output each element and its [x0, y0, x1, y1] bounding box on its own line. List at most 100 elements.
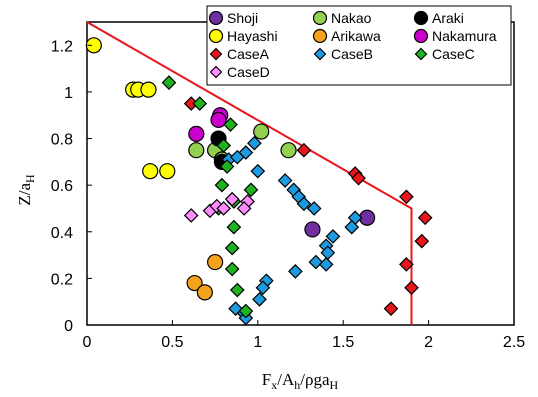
- point-casea-6: [417, 210, 433, 226]
- legend-marker: [209, 47, 223, 61]
- point-caseb-20: [255, 280, 271, 296]
- y-tick-label: 0.4: [51, 225, 73, 242]
- series-shoji: [304, 209, 376, 238]
- point-caseb-6: [277, 173, 293, 188]
- series-arikawa: [186, 253, 224, 301]
- legend-items: Shoji Nakao Araki Hayashi Arikawa Nakamura Cas…: [208, 10, 497, 80]
- point-caseb-5: [250, 163, 266, 179]
- point-casec-2: [192, 96, 208, 111]
- legend-label: Nakamura: [432, 28, 497, 44]
- point-cased-7: [236, 201, 252, 216]
- legend-label: Araki: [432, 10, 464, 26]
- x-tick-label: 1.5: [332, 334, 354, 351]
- legend-label: Hayashi: [227, 28, 278, 44]
- legend-item-arikawa: Arikawa: [312, 28, 381, 44]
- point-casea-9: [404, 280, 419, 296]
- point-hayashi-1: [85, 37, 102, 54]
- point-casec-13: [229, 282, 245, 298]
- legend-item-hayashi: Hayashi: [208, 28, 278, 44]
- point-casec-12: [224, 261, 240, 277]
- legend-label: Nakao: [331, 10, 372, 26]
- x-tick-label: 2: [424, 334, 433, 351]
- legend-label: Arikawa: [331, 28, 381, 44]
- point-casea-10: [383, 301, 399, 317]
- y-tick-label: 0.2: [51, 271, 73, 288]
- y-axis-label-main: Z/a: [15, 183, 34, 206]
- point-nakao-1: [253, 123, 270, 140]
- point-arikawa-1: [186, 274, 203, 292]
- series-caseb: [221, 135, 363, 326]
- y-tick-label: 0.6: [51, 178, 73, 195]
- legend-item-nakamura: Nakamura: [413, 28, 497, 44]
- legend-label: CaseC: [432, 46, 475, 62]
- legend: Shoji Nakao Araki Hayashi Arikawa Nakamura Cas…: [206, 5, 512, 86]
- point-hayashi-4: [140, 81, 157, 98]
- point-casec-5: [219, 159, 235, 174]
- legend-marker: [312, 28, 328, 44]
- point-casec-3: [223, 117, 238, 132]
- legend-item-araki: Araki: [413, 10, 464, 26]
- point-caseb-16: [308, 254, 324, 270]
- y-tick-label: 1: [64, 85, 73, 102]
- x-axis-label-sub-H: H: [330, 378, 339, 392]
- x-axis-label: Fx/Ah/ρgaH: [262, 370, 339, 392]
- data-marks: [85, 37, 433, 326]
- point-arikawa-2: [196, 284, 213, 301]
- point-casec-14: [238, 303, 254, 319]
- legend-marker: [414, 47, 428, 61]
- legend-item-casea: CaseA: [209, 46, 270, 62]
- point-shoji-1: [304, 221, 321, 238]
- series-nakao: [188, 123, 297, 168]
- y-tick-label: 1.2: [51, 38, 73, 55]
- point-casec-10: [226, 219, 242, 235]
- legend-marker: [313, 47, 327, 61]
- point-caseb-12: [344, 219, 360, 235]
- point-caseb-9: [296, 196, 312, 212]
- legend-marker: [209, 65, 223, 79]
- point-casea-4: [351, 170, 366, 186]
- point-casea-2: [296, 142, 312, 158]
- y-tick-label: 0.8: [51, 132, 73, 149]
- axis-ticks: 0 0.5 1 1.5 2 2.5 0 0.2 0.4 0.6 0.8 1 1.2: [51, 38, 525, 351]
- series-nakamura: [188, 107, 229, 142]
- point-caseb-17: [318, 257, 334, 272]
- legend-label: Shoji: [227, 10, 258, 26]
- legend-marker: [208, 28, 224, 44]
- point-cased-1: [183, 208, 199, 223]
- point-cased-5: [224, 191, 240, 207]
- point-caseb-3: [238, 145, 254, 160]
- y-tick-label: 0: [64, 318, 73, 335]
- y-axis-label-sub: H: [23, 174, 37, 183]
- series-cased: [183, 191, 255, 223]
- legend-marker: [312, 10, 328, 26]
- legend-item-shoji: Shoji: [208, 10, 258, 26]
- legend-box: [206, 5, 512, 86]
- x-axis-label-c: /ρga: [300, 370, 330, 389]
- point-hayashi-6: [159, 163, 176, 180]
- point-caseb-21: [252, 292, 267, 307]
- legend-label: CaseD: [227, 64, 270, 80]
- point-caseb-18: [288, 264, 303, 279]
- legend-item-caseb: CaseB: [313, 46, 373, 62]
- point-casec-4: [216, 138, 231, 153]
- point-casec-6: [214, 177, 230, 193]
- point-nakamura-3: [188, 125, 205, 142]
- series-casea: [183, 96, 433, 317]
- point-caseb-10: [306, 201, 322, 216]
- x-tick-label: 0: [83, 334, 92, 351]
- x-tick-label: 2.5: [503, 334, 525, 351]
- legend-label: CaseB: [331, 46, 373, 62]
- point-caseb-13: [325, 229, 341, 244]
- series-hayashi: [85, 37, 176, 180]
- point-caseb-4: [247, 135, 262, 151]
- legend-marker: [413, 10, 429, 26]
- x-axis-label-sub-h: h: [294, 378, 300, 392]
- legend-item-nakao: Nakao: [312, 10, 372, 26]
- legend-label: CaseA: [227, 46, 270, 62]
- point-cased-4: [216, 201, 231, 216]
- point-casec-11: [224, 240, 240, 256]
- point-hayashi-5: [142, 163, 159, 180]
- legend-marker: [413, 28, 429, 44]
- y-axis-label: Z/aH: [15, 174, 37, 206]
